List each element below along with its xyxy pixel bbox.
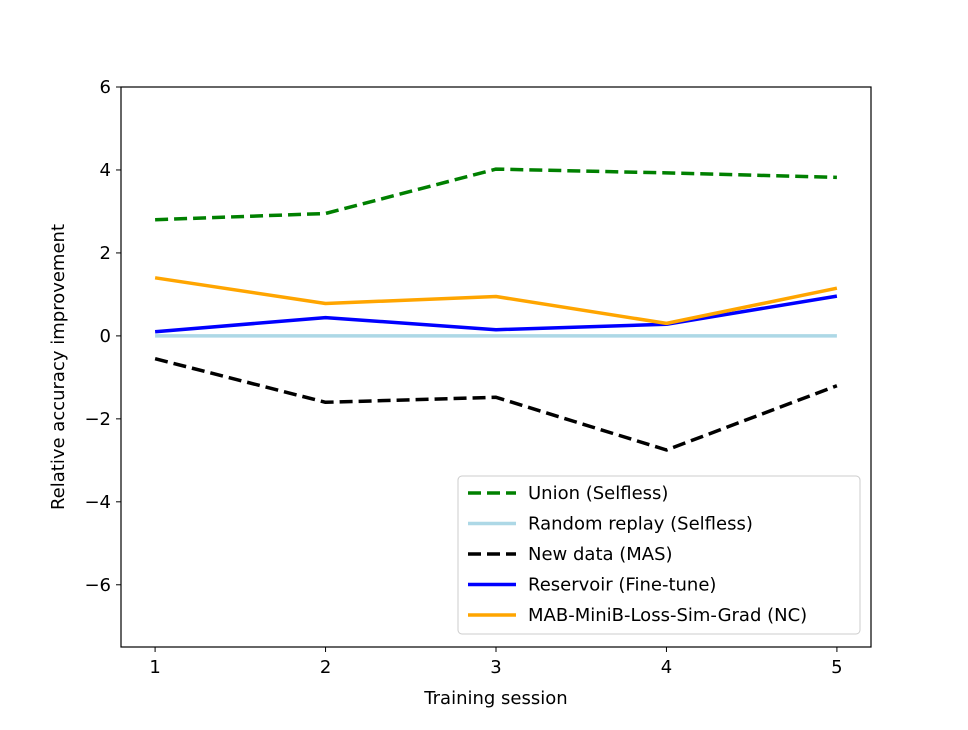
series-line-3 [154, 294, 838, 334]
y-tick-label: −6 [84, 575, 111, 596]
y-tick-label: 2 [100, 243, 111, 264]
legend: Union (Selfless) Random replay (Selfless)… [457, 475, 861, 635]
x-tick-label: 5 [831, 657, 842, 678]
legend-label-4: MAB-MiniB-Loss-Sim-Grad (NC) [528, 605, 807, 626]
y-tick-label: −4 [84, 492, 111, 513]
legend-label-1: Random replay (Selfless) [528, 514, 753, 535]
series-line-4 [154, 276, 838, 326]
legend-label-2: New data (MAS) [528, 544, 673, 565]
x-axis-label: Training session [423, 688, 567, 709]
x-tick-label: 4 [661, 657, 672, 678]
x-tick-label: 2 [320, 657, 331, 678]
y-tick-label: −2 [84, 409, 111, 430]
y-axis-label: Relative accuracy improvement [48, 224, 69, 510]
x-tick-label: 1 [149, 657, 160, 678]
x-tick-label: 3 [490, 657, 501, 678]
legend-label-3: Reservoir (Fine-tune) [528, 575, 716, 596]
y-axis-ticks: −6 −4 −2 0 2 4 6 [84, 77, 121, 596]
legend-label-0: Union (Selfless) [528, 483, 668, 504]
y-tick-label: 0 [100, 326, 111, 347]
series-lines [154, 167, 838, 452]
y-tick-label: 4 [100, 160, 111, 181]
legend-box [457, 475, 861, 635]
y-tick-label: 6 [100, 77, 111, 98]
x-axis-ticks: 1 2 3 4 5 [149, 647, 843, 678]
series-line-0 [155, 167, 837, 222]
series-line-2 [154, 357, 838, 452]
